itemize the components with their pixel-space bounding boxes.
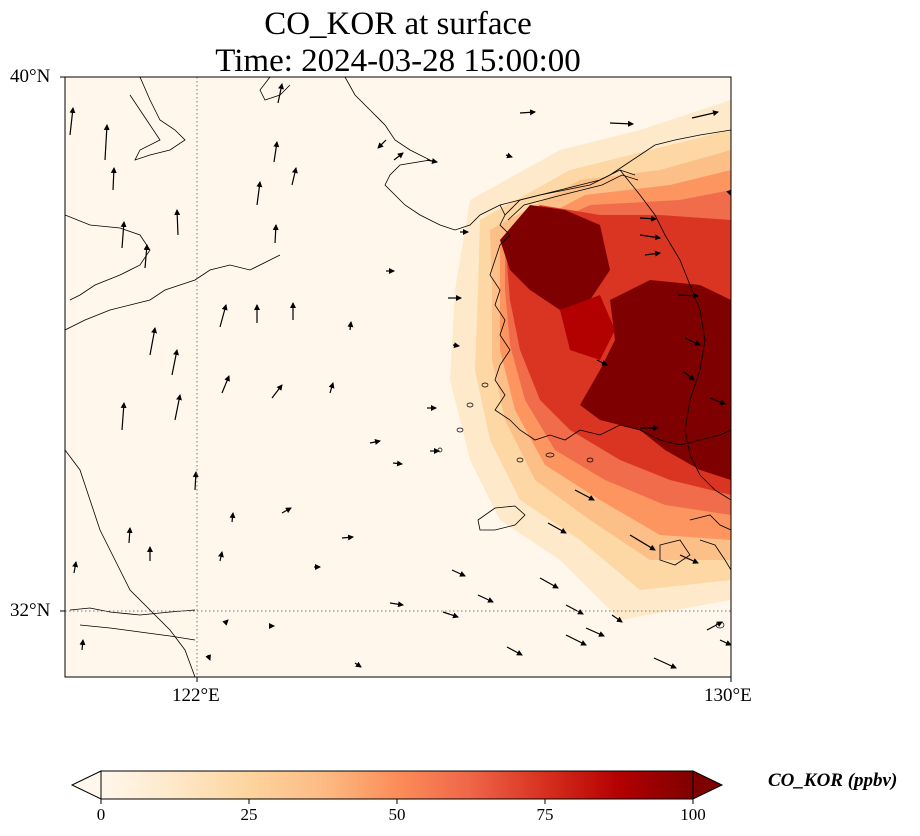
- wind-arrow: [684, 337, 701, 346]
- colorbar-tick-0: 0: [96, 805, 106, 824]
- wind-arrow: [217, 551, 224, 562]
- wind-arrow: [389, 601, 404, 608]
- wind-arrow: [506, 646, 523, 656]
- wind-arrow: [110, 167, 117, 191]
- wind-arrow: [281, 507, 292, 514]
- wind-arrow: [683, 371, 695, 381]
- wind-arrow: [369, 439, 381, 445]
- wind-arrow: [574, 489, 595, 501]
- wind-arrow: [709, 397, 726, 405]
- wind-arrow: [171, 349, 179, 376]
- colorbar-label: CO_KOR (ppbv): [768, 770, 898, 791]
- wind-arrow: [585, 627, 605, 637]
- wind-arrow: [691, 110, 719, 119]
- wind-arrow: [726, 189, 731, 196]
- wind-arrow: [120, 402, 127, 431]
- wind-arrow: [639, 234, 661, 241]
- wind-arrow: [719, 639, 731, 646]
- wind-arrow: [271, 384, 283, 399]
- wind-arrow: [519, 109, 536, 116]
- map-frame: [64, 76, 732, 678]
- wind-arrow: [277, 83, 284, 104]
- lat-label-40n: 40°N: [10, 66, 51, 87]
- wind-arrow: [273, 141, 280, 163]
- wind-arrow: [677, 292, 699, 299]
- lat-label-32n: 32°N: [10, 600, 51, 621]
- wind-vectors: [69, 83, 731, 669]
- wind-arrow: [354, 661, 362, 668]
- wind-arrow: [609, 120, 634, 127]
- lon-label-122e: 122°E: [172, 685, 220, 706]
- wind-arrow: [79, 639, 86, 651]
- wind-arrow: [596, 359, 608, 366]
- wind-arrow: [229, 512, 236, 523]
- colorbar: [70, 770, 724, 804]
- coastlines: [65, 77, 731, 677]
- wind-arrow: [221, 375, 230, 394]
- wind-arrow: [291, 167, 298, 186]
- colorbar-extend-min: [70, 770, 102, 800]
- wind-arrow: [103, 124, 110, 161]
- colorbar-tick-75: 75: [536, 805, 554, 824]
- wind-arrow: [565, 634, 587, 646]
- wind-arrow: [328, 382, 335, 394]
- colorbar-tick-50: 50: [388, 805, 406, 824]
- colorbar-gradient: [101, 771, 693, 799]
- wind-arrow: [539, 577, 559, 589]
- wind-arrow: [272, 224, 279, 244]
- wind-arrow: [126, 527, 133, 544]
- wind-arrow: [505, 152, 513, 159]
- wind-arrow: [143, 244, 150, 269]
- wind-arrow: [341, 534, 354, 541]
- wind-arrow: [393, 152, 404, 161]
- wind-arrow: [639, 215, 657, 222]
- map-subtitle-time: Time: 2024-03-28 15:00:00: [215, 43, 581, 79]
- wind-arrow: [611, 614, 623, 623]
- map-title: CO_KOR at surface: [264, 6, 532, 42]
- concentration-field: [450, 100, 731, 620]
- wind-arrow: [120, 221, 127, 249]
- wind-arrow: [629, 534, 656, 551]
- wind-arrow: [679, 554, 699, 564]
- wind-arrow: [347, 321, 354, 331]
- wind-arrow: [377, 139, 387, 149]
- wind-arrow: [72, 561, 79, 574]
- colorbar-extend-max: [692, 770, 724, 800]
- wind-arrow: [256, 181, 263, 206]
- wind-arrow: [565, 604, 584, 615]
- wind-arrow: [174, 394, 182, 421]
- wind-arrow: [149, 327, 158, 356]
- wind-arrow: [426, 158, 438, 164]
- wind-arrow: [653, 657, 677, 669]
- wind-arrow: [452, 342, 460, 349]
- colorbar-tick-100: 100: [680, 805, 706, 824]
- wind-arrow: [205, 654, 211, 661]
- wind-arrow: [192, 471, 199, 491]
- wind-arrow: [477, 594, 494, 603]
- wind-arrow: [442, 611, 459, 619]
- wind-arrow: [547, 522, 567, 534]
- wind-arrow: [706, 621, 723, 631]
- lon-label-130e: 130°E: [704, 685, 752, 706]
- wind-arrow: [644, 250, 661, 257]
- wind-arrow: [69, 107, 76, 136]
- wind-arrow: [451, 569, 466, 577]
- colorbar-tick-25: 25: [240, 805, 258, 824]
- wind-arrow: [222, 619, 229, 626]
- wind-arrow: [392, 460, 403, 467]
- wind-arrow: [174, 209, 181, 236]
- wind-arrow: [219, 304, 228, 328]
